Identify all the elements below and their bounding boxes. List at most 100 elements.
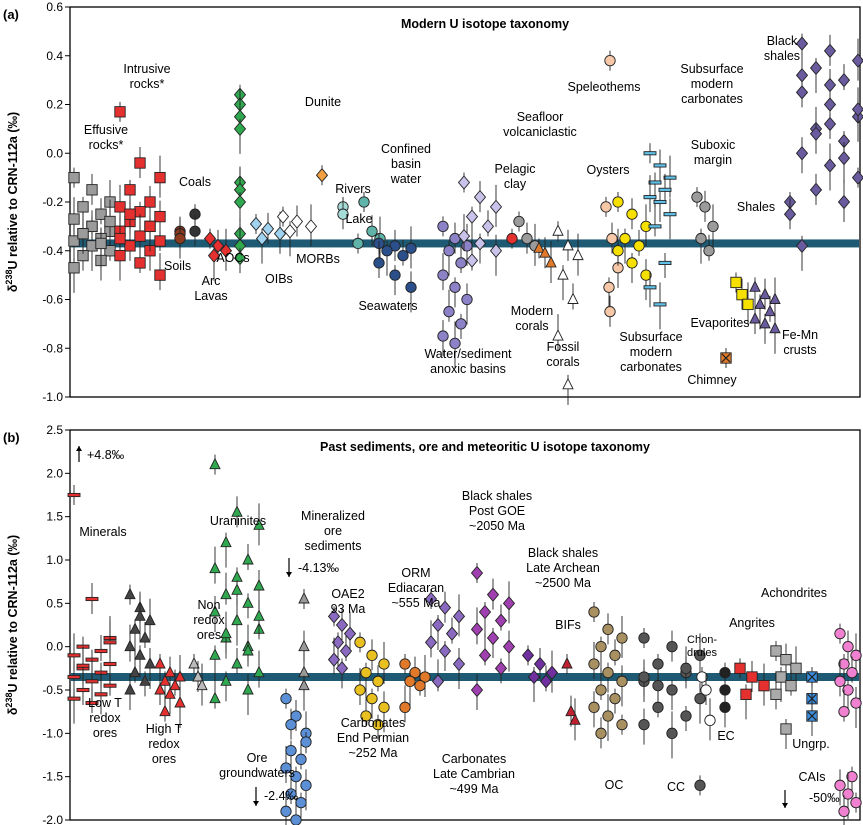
label-ore-groundwaters-line: groundwaters [219,766,295,780]
data-point [290,214,304,229]
label-cc: CC [667,780,685,794]
data-point [414,680,426,692]
data-point [220,587,232,600]
data-point [764,304,776,317]
data-point [231,505,243,517]
data-point [76,663,90,668]
group-water-sediment-anoxic-basins [437,216,473,369]
data-point [437,330,449,342]
label-low-t-redox-ores-line: redox [89,711,121,725]
data-point [588,606,600,618]
data-point [600,201,612,213]
data-point [838,706,850,718]
data-point [360,667,372,679]
group-cc [638,628,706,796]
data-point [242,682,254,695]
data-point [769,292,781,304]
y-axis-label: δ238U relative to CRN-112a (‰) [4,112,20,292]
label-speleothems: Speleothems [568,80,641,94]
data-point [68,262,80,274]
data-point [298,591,310,604]
data-point [795,146,809,161]
data-point [595,727,607,739]
label-mineralized-ore-sediments-line: Mineralized [301,509,365,523]
data-point [249,216,263,232]
data-point [758,680,770,692]
data-point [67,696,81,701]
label-mineralized-ore-sediments-line: sediments [305,539,362,553]
data-point [626,208,638,220]
data-point [290,814,302,825]
data-point [404,675,416,687]
data-point [124,639,136,652]
data-point [159,704,171,717]
data-point [658,260,672,265]
data-point [640,269,652,281]
data-point [335,661,349,676]
group-oibs [249,211,287,264]
data-point [285,745,297,757]
arrow-mineralized [286,558,292,577]
data-point [823,77,837,93]
group-intrusive-rocks- [114,101,166,291]
data-point [552,329,564,341]
data-point [457,175,471,190]
data-point [285,788,297,800]
data-point [443,306,455,318]
data-point [124,587,136,600]
data-point [253,578,265,591]
data-point [838,658,850,670]
data-point [144,656,156,669]
data-point [749,280,761,292]
chart-title: Modern U isotope taxonomy [401,17,569,31]
data-point [730,276,742,289]
data-point [562,238,574,251]
data-point [694,779,706,791]
label-fossil-corals-line: Fossil [547,340,580,354]
label-oae2-line: OAE2 [331,587,364,601]
data-point [276,209,290,224]
data-point [253,609,265,621]
data-point [360,710,372,722]
data-point [242,643,254,656]
data-point [633,240,645,252]
group-angrites [734,658,770,720]
data-point [327,652,341,667]
data-point [602,710,614,722]
data-point [616,632,628,644]
label-black-shales-line: Black [767,34,798,48]
data-point [481,219,495,234]
label-black-shales-post-goe-line: Post GOE [469,504,525,518]
label-fe-mn-crusts-line: Fe-Mn [782,328,818,342]
data-point [373,257,385,269]
data-point [85,679,99,684]
group-fe-mn-crusts [749,277,781,354]
label-coals: Coals [179,175,211,189]
y-tick-label: 0.5 [46,596,63,610]
data-point [233,250,247,266]
label-minerals: Minerals [79,525,126,539]
data-point [343,626,357,641]
label-aocs: AOCs [216,251,249,265]
data-point [785,680,797,692]
data-point [86,220,98,233]
data-point [154,269,166,281]
group-soils [174,216,186,259]
data-point [192,669,204,682]
data-point [473,236,487,251]
data-point [354,636,366,648]
data-point [164,665,176,678]
group-modern-corals [533,237,557,283]
data-point [851,102,863,117]
data-point [552,224,564,236]
data-point [95,208,107,220]
label-confined-basin-water-line: basin [391,157,421,171]
group-oae2-93-ma [327,606,357,689]
